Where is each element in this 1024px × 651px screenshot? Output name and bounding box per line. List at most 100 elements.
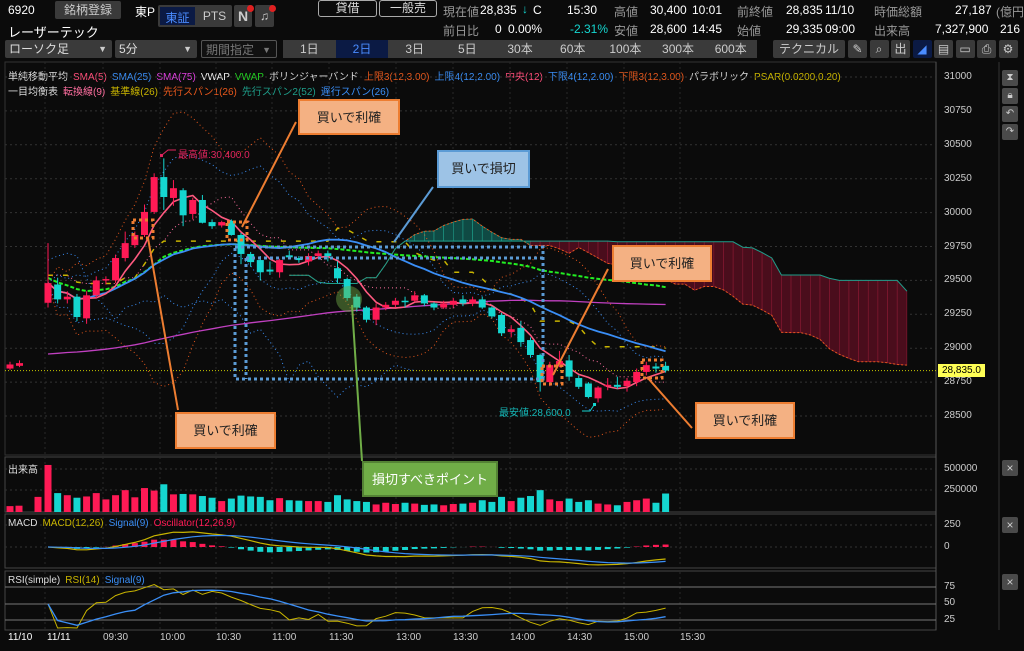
volume-bar xyxy=(372,504,380,512)
macd-histogram-bar xyxy=(421,547,428,549)
open-time: 09:00 xyxy=(825,22,856,36)
margin-button[interactable]: 貸借 xyxy=(318,0,377,17)
macd-histogram-bar xyxy=(199,543,206,547)
period-buttons: 1日 2日 3日 5日 30本 60本 100本 300本 600本 xyxy=(283,40,757,58)
memo-icon[interactable]: ▤ xyxy=(934,40,953,58)
zoom-icon[interactable]: ⌕ xyxy=(869,40,889,58)
chevron-down-icon: ▼ xyxy=(183,44,192,54)
volume-bar xyxy=(546,499,554,512)
ichimoku-cloud xyxy=(433,224,444,242)
candle xyxy=(121,243,129,259)
alert-button[interactable]: ♫ xyxy=(255,5,276,27)
period-button[interactable]: 1日 xyxy=(299,42,319,56)
macd-histogram-bar xyxy=(266,547,273,553)
macd-histogram-bar xyxy=(344,547,351,551)
macd-histogram-bar xyxy=(122,544,129,547)
ichimoku-cloud xyxy=(896,279,908,366)
period-button[interactable]: 3日 xyxy=(405,42,425,56)
close-macd-panel-button[interactable]: × xyxy=(1002,517,1018,533)
price-tick: 30750 xyxy=(944,104,972,116)
ichimoku-cloud xyxy=(838,280,850,359)
candle xyxy=(478,299,486,308)
redo-button[interactable]: ↷ xyxy=(1002,124,1018,140)
macd-histogram-bar xyxy=(662,544,669,547)
period-button[interactable]: 100本 xyxy=(609,42,642,56)
register-stock-button[interactable]: 銘柄登録 xyxy=(55,1,121,19)
annotation-buy-take-profit: 買いで利確 xyxy=(695,402,795,439)
tab-pts[interactable]: PTS xyxy=(202,9,227,23)
candle xyxy=(575,378,583,387)
news-button[interactable]: N xyxy=(234,5,254,27)
period-button[interactable]: 60本 xyxy=(560,42,586,56)
period-button[interactable]: 5日 xyxy=(458,42,477,56)
macd-histogram-bar xyxy=(228,547,235,548)
ichimoku-cloud xyxy=(867,280,879,363)
bell-icon: ♫ xyxy=(260,9,269,23)
annotation-pointer xyxy=(241,121,297,228)
ichimoku-cloud xyxy=(452,218,464,242)
volume-bar xyxy=(343,499,351,512)
candle xyxy=(459,299,467,304)
volume-bar xyxy=(440,505,448,512)
volume-bar xyxy=(169,494,177,512)
change-percent: 0.00% xyxy=(508,22,543,36)
close-rsi-panel-button[interactable]: × xyxy=(1002,574,1018,590)
macd-histogram-bar xyxy=(411,547,418,550)
folder-icon[interactable]: ▭ xyxy=(955,40,975,58)
chart-canvas[interactable] xyxy=(0,60,1024,651)
volume-bar xyxy=(44,464,52,512)
annotation-buy-take-profit: 買いで利確 xyxy=(175,412,276,449)
stop-loss-range-box xyxy=(233,245,545,381)
close-volume-panel-button[interactable]: × xyxy=(1002,460,1018,476)
macd-legend: MACD MACD(12,26) Signal(9) Oscillator(12,26… xyxy=(8,518,240,529)
volume-icon[interactable]: 出 xyxy=(891,40,910,58)
volume-bar xyxy=(642,498,650,512)
tab-tosho[interactable]: 東証 xyxy=(160,7,195,25)
candle xyxy=(334,268,341,279)
volume-bar xyxy=(382,502,390,512)
candle xyxy=(150,177,158,212)
price-tick: 28750 xyxy=(944,376,972,388)
technical-button[interactable]: テクニカル xyxy=(773,40,845,58)
volume-bar xyxy=(131,497,139,512)
macd-histogram-bar xyxy=(652,544,659,547)
undo-button[interactable]: ↶ xyxy=(1002,106,1018,122)
period-dropdown[interactable]: 期間指定 ▼ xyxy=(201,40,277,58)
trade-marker-box xyxy=(131,218,155,240)
interval-dropdown[interactable]: 5分 ▼ xyxy=(115,40,197,58)
ichimoku-cloud xyxy=(732,241,744,305)
candle xyxy=(507,329,515,332)
general-sell-button[interactable]: 一般売 xyxy=(379,0,437,17)
period-button[interactable]: 300本 xyxy=(662,42,695,56)
volume-bar xyxy=(498,496,506,512)
area-chart-icon[interactable]: ◢ xyxy=(912,40,932,58)
period-button[interactable]: 2日 xyxy=(335,40,389,58)
macd-histogram-bar xyxy=(392,547,399,551)
ichimoku-cloud xyxy=(819,274,830,350)
pencil-icon[interactable]: ✎ xyxy=(848,40,867,58)
news-icon: N xyxy=(237,8,249,24)
lock-button[interactable]: 🔒︎ xyxy=(1002,88,1018,104)
volume-bar xyxy=(459,503,467,512)
ichimoku-cloud xyxy=(578,240,589,254)
volume-bar xyxy=(623,501,631,512)
gear-icon[interactable]: ⚙ xyxy=(998,40,1018,58)
macd-signal-line xyxy=(47,534,666,564)
volume-bar xyxy=(305,501,313,512)
volume-bar xyxy=(478,500,486,512)
ichimoku-cloud xyxy=(530,240,541,246)
market-cap: 27,187 xyxy=(955,3,992,17)
volume-bar xyxy=(83,496,91,512)
volume-bar xyxy=(141,488,148,512)
candle xyxy=(131,234,139,246)
volume-bar xyxy=(227,498,235,512)
candle xyxy=(391,300,399,305)
macd-histogram-bar xyxy=(247,547,254,551)
chart-type-dropdown[interactable]: ローソク足 ▼ xyxy=(5,40,112,58)
panel-maximize-button[interactable]: ⧗ xyxy=(1002,70,1018,86)
market-cap-label: 時価総額 xyxy=(874,5,923,19)
candle xyxy=(372,307,380,320)
period-button[interactable]: 30本 xyxy=(507,42,533,56)
period-button[interactable]: 600本 xyxy=(714,42,747,56)
print-icon[interactable]: ⎙ xyxy=(977,40,996,58)
